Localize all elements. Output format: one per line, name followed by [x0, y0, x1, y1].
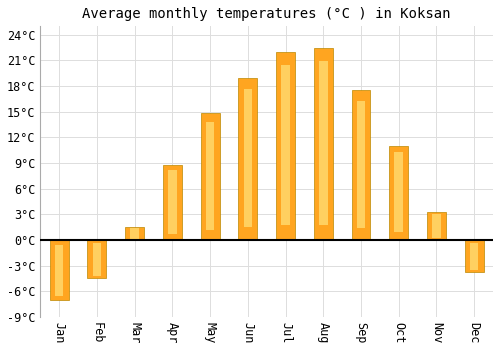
Title: Average monthly temperatures (°C ) in Koksan: Average monthly temperatures (°C ) in Ko… — [82, 7, 451, 21]
Bar — [432, 214, 440, 238]
Bar — [50, 240, 68, 300]
Bar — [352, 90, 370, 240]
Bar — [168, 170, 176, 234]
Bar — [88, 240, 106, 278]
Bar — [314, 48, 332, 240]
Bar — [390, 146, 408, 240]
Bar — [427, 212, 446, 240]
Bar — [163, 165, 182, 240]
Bar — [319, 61, 328, 225]
Bar — [394, 153, 403, 232]
Bar — [200, 113, 220, 240]
Bar — [244, 89, 252, 227]
Bar — [238, 78, 257, 240]
Bar — [357, 101, 365, 228]
Bar — [470, 243, 478, 270]
Bar — [282, 65, 290, 225]
Bar — [206, 122, 214, 230]
Bar — [55, 245, 64, 295]
Bar — [465, 240, 483, 272]
Bar — [276, 52, 295, 240]
Bar — [92, 243, 101, 276]
Bar — [125, 227, 144, 240]
Bar — [130, 228, 139, 239]
